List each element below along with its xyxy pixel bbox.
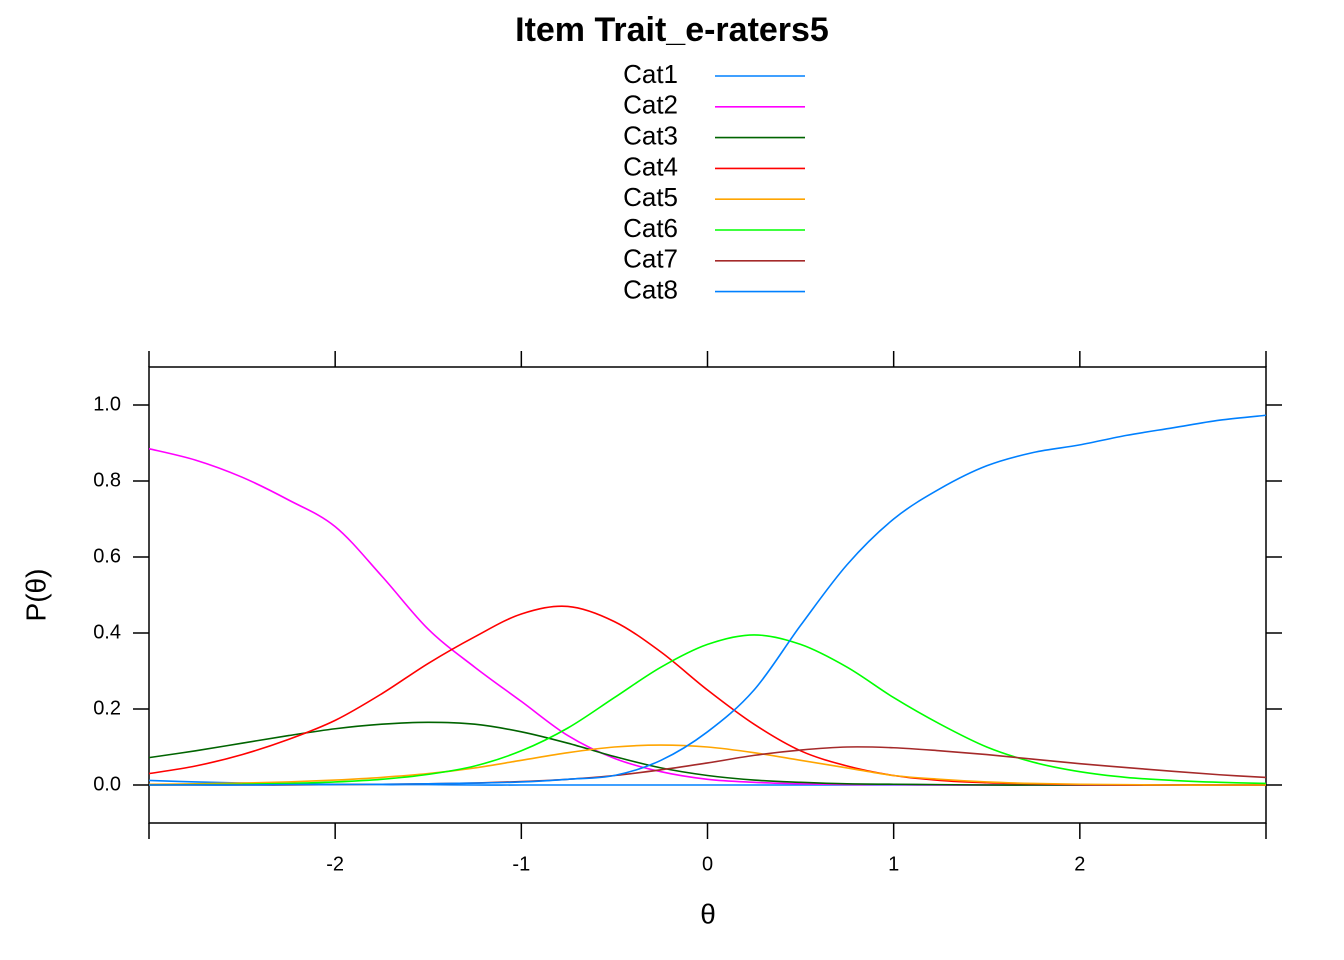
legend-label: Cat1 <box>623 59 678 89</box>
legend-label: Cat8 <box>623 274 678 304</box>
y-axis-label: P(θ) <box>20 569 51 622</box>
x-tick-label: -1 <box>512 853 530 875</box>
y-tick-label: 0.6 <box>93 545 121 567</box>
legend-label: Cat5 <box>623 182 678 212</box>
y-tick-label: 0.4 <box>93 621 121 643</box>
legend-label: Cat7 <box>623 244 678 274</box>
y-tick-label: 1.0 <box>93 393 121 415</box>
x-tick-label: 0 <box>702 853 713 875</box>
x-tick-label: 1 <box>888 853 899 875</box>
series-line <box>148 744 1266 786</box>
chart-title: Item Trait_e-raters5 <box>515 11 829 49</box>
legend-label: Cat4 <box>623 151 678 181</box>
legend-label: Cat2 <box>623 90 678 120</box>
plot-frame <box>148 366 1267 824</box>
series-line <box>148 605 1266 786</box>
series-line <box>148 447 1266 786</box>
series-line <box>148 634 1267 786</box>
x-tick-label: 2 <box>1074 853 1085 875</box>
series-line <box>148 414 1267 786</box>
legend-label: Cat3 <box>623 120 678 150</box>
y-tick-label: 0.0 <box>93 773 121 795</box>
y-tick-label: 0.8 <box>93 469 121 491</box>
x-tick-label: -2 <box>326 853 344 875</box>
y-tick-label: 0.2 <box>93 697 121 719</box>
legend-label: Cat6 <box>623 213 678 243</box>
x-axis-label: θ <box>700 898 716 929</box>
